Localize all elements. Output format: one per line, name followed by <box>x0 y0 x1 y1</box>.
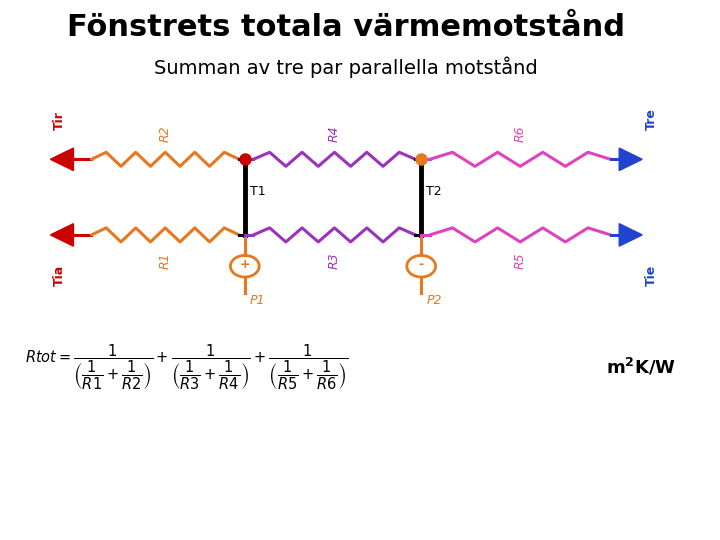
Text: R6: R6 <box>513 125 527 142</box>
Text: P1: P1 <box>250 294 266 307</box>
Text: Fönstrets totala värmemotstånd: Fönstrets totala värmemotstånd <box>66 14 624 43</box>
Polygon shape <box>50 148 73 171</box>
Text: +: + <box>240 258 250 271</box>
Text: P2: P2 <box>426 294 442 307</box>
Text: -: - <box>418 258 424 271</box>
Text: R4: R4 <box>328 125 341 142</box>
Polygon shape <box>50 224 73 246</box>
Text: Tia: Tia <box>53 265 66 286</box>
Text: T1: T1 <box>250 185 266 198</box>
Text: Summan av tre par parallella motstånd: Summan av tre par parallella motstånd <box>154 57 537 78</box>
Text: R2: R2 <box>158 125 172 142</box>
Text: R3: R3 <box>328 252 341 269</box>
Text: Tre: Tre <box>645 107 658 130</box>
Text: Tie: Tie <box>645 265 658 286</box>
Text: R5: R5 <box>513 252 527 269</box>
Text: Tir: Tir <box>53 111 66 130</box>
Polygon shape <box>619 148 642 171</box>
Polygon shape <box>619 224 642 246</box>
Text: T2: T2 <box>426 185 442 198</box>
Text: R1: R1 <box>158 252 172 269</box>
Text: $\mathit{Rtot} = \dfrac{1}{\left(\dfrac{1}{R1}+\dfrac{1}{R2}\right)} + \dfrac{1}: $\mathit{Rtot} = \dfrac{1}{\left(\dfrac{… <box>25 343 348 391</box>
Text: $\mathbf{m^2K/W}$: $\mathbf{m^2K/W}$ <box>606 356 676 378</box>
